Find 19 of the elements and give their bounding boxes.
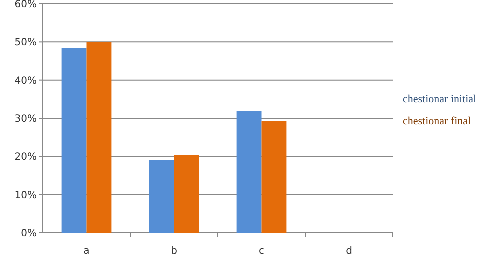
text: chestionar initial <box>403 94 477 106</box>
bar <box>86 42 112 233</box>
bar <box>174 155 200 233</box>
bar <box>236 111 262 233</box>
bar <box>262 121 287 233</box>
y-tick-label: 60% <box>14 0 37 10</box>
y-tick-label: 0% <box>21 228 37 240</box>
y-tick-label: 50% <box>14 38 37 49</box>
y-tick-label: 40% <box>14 76 37 87</box>
x-tick-label: d <box>346 246 352 257</box>
bar <box>62 48 87 233</box>
y-tick-label: 30% <box>14 114 37 125</box>
bar <box>149 160 174 233</box>
x-tick-label: b <box>171 246 178 257</box>
text: chestionar final <box>403 116 472 128</box>
y-tick-label: 10% <box>14 190 37 202</box>
x-tick-label: a <box>84 246 90 257</box>
y-tick-label: 20% <box>14 152 37 164</box>
x-tick-label: c <box>259 246 264 257</box>
